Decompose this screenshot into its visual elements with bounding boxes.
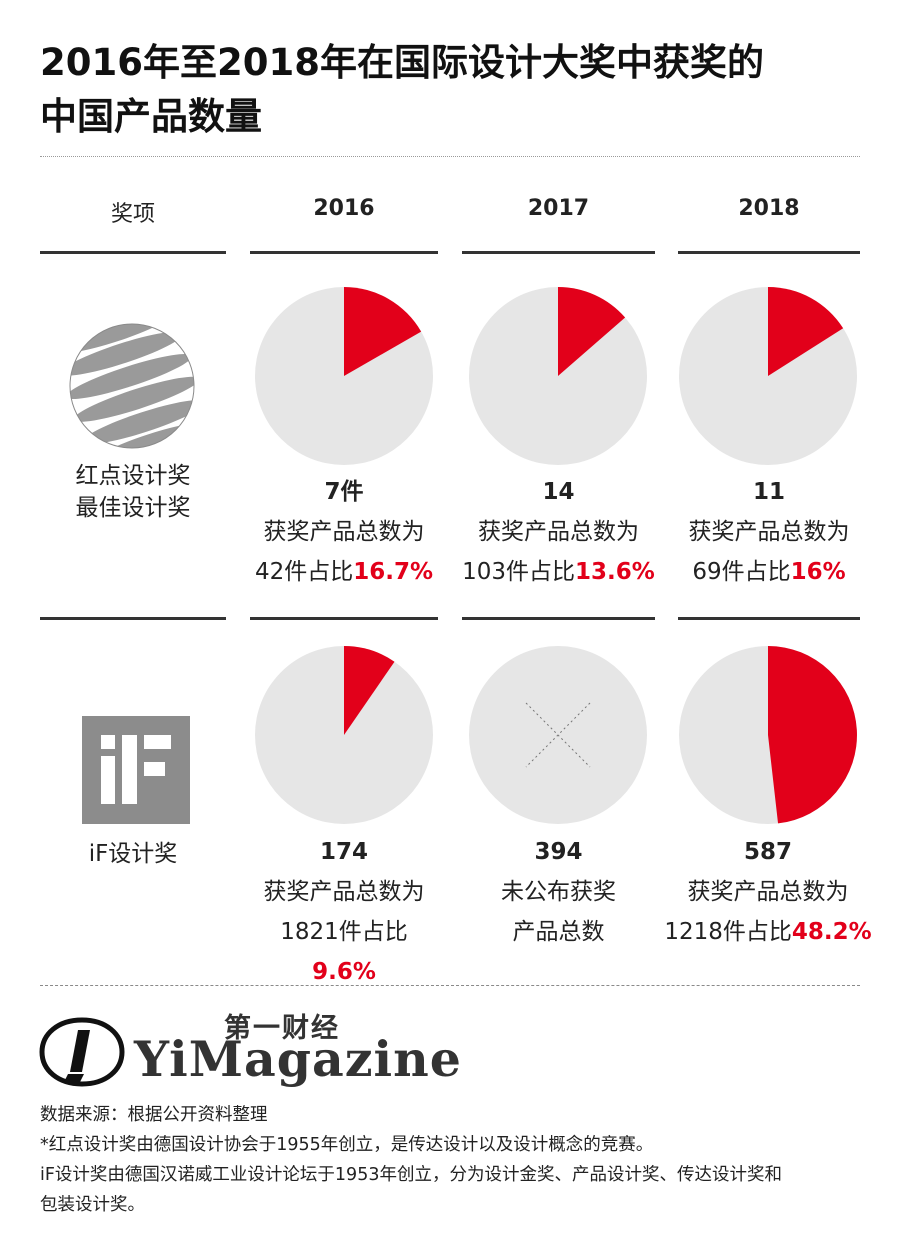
column-rule xyxy=(40,617,226,620)
note-red-dot: *红点设计奖由德国设计协会于1955年创立，是传达设计以及设计概念的竞赛。 xyxy=(40,1135,654,1155)
title-line-1: 2016年至2018年在国际设计大奖中获奖的 xyxy=(40,41,764,84)
cell-red-dot-2017: 14 获奖产品总数为 103件占比13.6% xyxy=(462,472,655,592)
note-source: 数据来源：根据公开资料整理 xyxy=(40,1105,268,1125)
winner-count: 14 xyxy=(542,479,575,505)
cell-red-dot-2016: 7件 获奖产品总数为 42件占比16.7% xyxy=(250,472,438,592)
winner-count: 587 xyxy=(743,839,792,865)
note-if-line-1: iF设计奖由德国汉诺威工业设计论坛于1953年创立，分为设计金奖、产品设计奖、传… xyxy=(40,1165,782,1185)
column-rule xyxy=(462,251,655,254)
note-if-line-2: 包装设计奖。 xyxy=(40,1195,145,1215)
total-label: 未公布获奖 xyxy=(501,879,616,905)
cell-if-2016: 174 获奖产品总数为 1821件占比 9.6% xyxy=(250,832,438,992)
pie-red-dot-2016 xyxy=(255,287,433,465)
header-year-2016: 2016 xyxy=(313,196,375,221)
column-rule xyxy=(678,251,860,254)
header-year-2018: 2018 xyxy=(738,196,800,221)
total-count: 1218件占比 xyxy=(664,919,792,945)
pie-if-2018 xyxy=(679,646,857,824)
footnotes: 数据来源：根据公开资料整理 *红点设计奖由德国设计协会于1955年创立，是传达设… xyxy=(40,1100,870,1220)
winner-count: 394 xyxy=(534,839,583,865)
total-label: 获奖产品总数为 xyxy=(263,519,425,545)
award-name-line-2: 最佳设计奖 xyxy=(75,495,191,521)
total-count: 103件占比 xyxy=(462,559,576,585)
total-label: 获奖产品总数为 xyxy=(478,519,639,545)
share-line: 103件占比13.6% xyxy=(462,552,655,592)
not-available-mark xyxy=(525,702,591,768)
total-label: 获奖产品总数为 xyxy=(263,879,425,905)
share-percent: 9.6% xyxy=(312,959,376,985)
header-award-label: 奖项 xyxy=(110,202,155,227)
cell-red-dot-2018: 11 获奖产品总数为 69件占比16% xyxy=(672,472,866,592)
share-line: 1218件占比48.2% xyxy=(662,912,874,952)
column-rule xyxy=(678,617,860,620)
winner-count: 7件 xyxy=(324,479,364,505)
pie-slice-share xyxy=(768,287,844,376)
share-percent: 13.6% xyxy=(575,559,655,585)
total-count: 产品总数 xyxy=(512,919,605,945)
share-line: 42件占比16.7% xyxy=(250,552,438,592)
column-rule xyxy=(40,251,226,254)
brand-chinese-name: 第一财经 xyxy=(224,1013,340,1044)
award-name-if: iF设计奖 xyxy=(40,838,226,870)
pie-red-dot-2017 xyxy=(469,287,647,465)
header-year-2017: 2017 xyxy=(527,196,590,221)
pie-slice-share xyxy=(344,287,422,376)
pie-slice-share xyxy=(558,287,626,376)
total-count: 69件占比 xyxy=(692,559,791,585)
pie-if-2017 xyxy=(469,646,647,824)
award-name-line-1: iF设计奖 xyxy=(88,841,178,867)
cell-if-2018: 587 获奖产品总数为 1218件占比48.2% xyxy=(662,832,874,952)
page-title: 2016年至2018年在国际设计大奖中获奖的 中国产品数量 xyxy=(40,36,860,144)
brand-english-name: YiMagazine xyxy=(134,1030,462,1088)
red-dot-sphere-icon xyxy=(69,323,195,449)
award-name-line-1: 红点设计奖 xyxy=(75,463,191,489)
yimagazine-logo-icon xyxy=(39,1017,125,1087)
footer-divider xyxy=(40,985,860,986)
total-label: 获奖产品总数为 xyxy=(687,879,849,905)
pie-red-dot-2018 xyxy=(679,287,857,465)
total-label: 获奖产品总数为 xyxy=(688,519,850,545)
pie-slice-share xyxy=(344,646,395,735)
if-logo-icon xyxy=(82,716,190,824)
award-name-red-dot: 红点设计奖 最佳设计奖 xyxy=(40,460,226,524)
pie-slice-share xyxy=(768,646,857,824)
title-line-2: 中国产品数量 xyxy=(40,95,262,138)
winner-count: 174 xyxy=(319,839,368,865)
share-percent: 48.2% xyxy=(791,919,872,945)
total-count: 42件占比 xyxy=(254,559,354,585)
cell-if-2017: 394 未公布获奖 产品总数 xyxy=(462,832,655,952)
share-percent: 16% xyxy=(790,559,846,585)
share-line: 69件占比16% xyxy=(672,552,866,592)
column-rule xyxy=(462,617,655,620)
title-divider xyxy=(40,156,860,157)
share-line: 1821件占比 9.6% xyxy=(250,912,438,992)
share-percent: 16.7% xyxy=(353,559,434,585)
column-rule xyxy=(250,251,438,254)
total-count: 1821件占比 xyxy=(280,919,408,945)
column-rule xyxy=(250,617,438,620)
pie-if-2016 xyxy=(255,646,433,824)
share-line: 产品总数 xyxy=(462,912,655,952)
winner-count: 11 xyxy=(752,479,785,505)
